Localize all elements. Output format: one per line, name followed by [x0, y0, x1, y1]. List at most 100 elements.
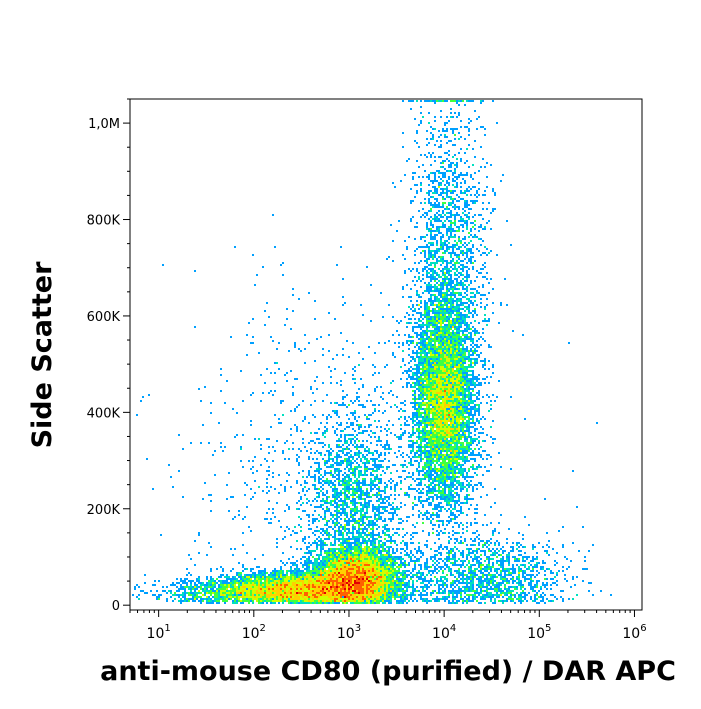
- density-point: [354, 488, 356, 490]
- density-point: [230, 594, 232, 596]
- density-point: [388, 340, 390, 342]
- density-point: [510, 598, 512, 600]
- density-point: [408, 570, 410, 572]
- density-point: [222, 450, 224, 452]
- density-point: [456, 366, 458, 368]
- density-point: [346, 554, 348, 556]
- density-point: [448, 322, 450, 324]
- density-point: [428, 464, 430, 466]
- density-point: [446, 398, 448, 400]
- density-point: [272, 582, 274, 584]
- density-point: [440, 578, 442, 580]
- density-point: [430, 450, 432, 452]
- density-point: [444, 296, 446, 298]
- density-point: [448, 368, 450, 370]
- density-point: [452, 442, 454, 444]
- density-point: [450, 314, 452, 316]
- density-point: [442, 460, 444, 462]
- density-point: [380, 490, 382, 492]
- density-point: [412, 432, 414, 434]
- density-point: [456, 360, 458, 362]
- density-point: [364, 590, 366, 592]
- density-point: [440, 414, 442, 416]
- density-point: [422, 408, 424, 410]
- density-point: [354, 588, 356, 590]
- density-point: [420, 436, 422, 438]
- density-point: [474, 424, 476, 426]
- density-point: [324, 586, 326, 588]
- density-point: [234, 576, 236, 578]
- density-point: [314, 510, 316, 512]
- density-point: [416, 580, 418, 582]
- density-point: [330, 416, 332, 418]
- density-point: [200, 586, 202, 588]
- density-point: [382, 602, 384, 604]
- density-point: [452, 228, 454, 230]
- density-point: [380, 580, 382, 582]
- density-point: [266, 584, 268, 586]
- density-point: [446, 444, 448, 446]
- density-point: [338, 476, 340, 478]
- density-point: [218, 584, 220, 586]
- density-point: [422, 246, 424, 248]
- density-point: [444, 366, 446, 368]
- density-point: [172, 584, 174, 586]
- density-point: [466, 554, 468, 556]
- density-point: [392, 582, 394, 584]
- density-point: [354, 560, 356, 562]
- density-point: [332, 490, 334, 492]
- density-point: [252, 576, 254, 578]
- density-point: [438, 478, 440, 480]
- density-point: [460, 126, 462, 128]
- density-point: [262, 592, 264, 594]
- density-point: [448, 436, 450, 438]
- density-point: [360, 568, 362, 570]
- density-point: [454, 586, 456, 588]
- density-point: [444, 380, 446, 382]
- density-point: [434, 464, 436, 466]
- density-point: [450, 396, 452, 398]
- density-point: [278, 582, 280, 584]
- density-point: [460, 316, 462, 318]
- density-point: [434, 504, 436, 506]
- density-point: [422, 600, 424, 602]
- density-point: [330, 512, 332, 514]
- density-point: [446, 408, 448, 410]
- density-point: [336, 560, 338, 562]
- density-point: [438, 600, 440, 602]
- density-point: [328, 312, 330, 314]
- density-point: [442, 382, 444, 384]
- density-point: [446, 432, 448, 434]
- density-point: [352, 534, 354, 536]
- density-point: [324, 542, 326, 544]
- density-point: [458, 542, 460, 544]
- density-point: [562, 546, 564, 548]
- density-point: [438, 302, 440, 304]
- density-point: [434, 366, 436, 368]
- density-point: [322, 446, 324, 448]
- density-point: [528, 566, 530, 568]
- density-point: [428, 350, 430, 352]
- density-point: [460, 470, 462, 472]
- density-point: [434, 562, 436, 564]
- density-point: [436, 384, 438, 386]
- density-point: [340, 594, 342, 596]
- density-point: [356, 424, 358, 426]
- density-point: [330, 570, 332, 572]
- density-point: [414, 400, 416, 402]
- density-point: [346, 574, 348, 576]
- density-point: [446, 370, 448, 372]
- density-point: [296, 532, 298, 534]
- density-point: [460, 554, 462, 556]
- density-point: [364, 542, 366, 544]
- density-point: [332, 488, 334, 490]
- density-point: [326, 520, 328, 522]
- density-point: [410, 556, 412, 558]
- density-point: [420, 390, 422, 392]
- density-point: [448, 516, 450, 518]
- density-point: [410, 200, 412, 202]
- density-point: [562, 600, 564, 602]
- density-point: [434, 368, 436, 370]
- density-point: [386, 546, 388, 548]
- density-point: [480, 244, 482, 246]
